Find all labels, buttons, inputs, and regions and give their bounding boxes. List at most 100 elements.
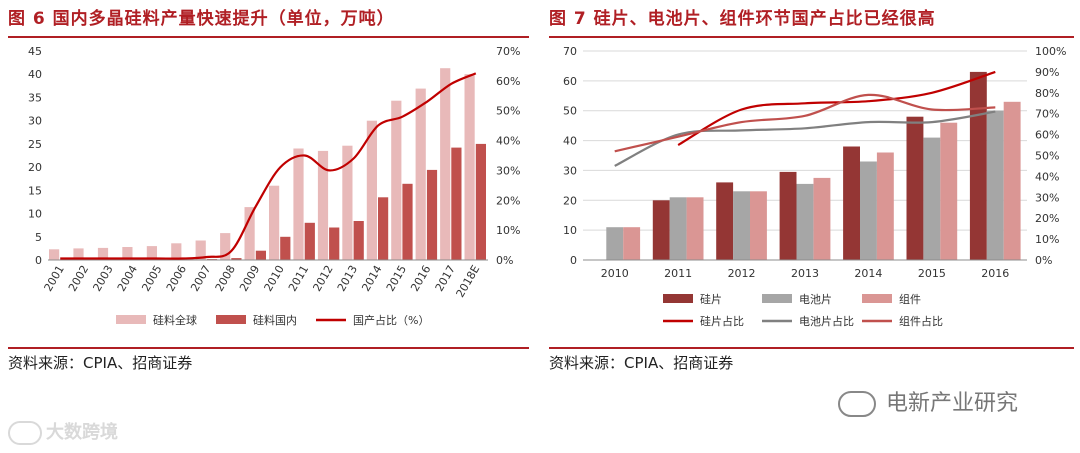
x-tick-label: 2001: [42, 263, 67, 294]
bar-硅片: [906, 116, 924, 260]
bar-组件: [686, 197, 704, 260]
y2-tick-label: 0%: [496, 254, 513, 267]
y-tick-label: 10: [563, 224, 577, 237]
bar-硅料全球: [73, 248, 84, 260]
bar-电池片: [860, 161, 877, 260]
legend-label: 国产占比（%）: [353, 313, 429, 327]
y2-tick-label: 30%: [1035, 191, 1059, 204]
x-tick-label: 2016: [408, 263, 433, 294]
x-tick-label: 2005: [139, 263, 164, 294]
legend-swatch-硅料国内: [216, 315, 246, 324]
y-tick-label: 60: [563, 75, 577, 88]
x-tick-label: 2015: [918, 267, 946, 280]
legend-label: 电池片: [799, 293, 832, 306]
source-right: 资料来源：CPIA、招商证券: [549, 354, 734, 372]
y-tick-label: 15: [28, 184, 42, 197]
legend-swatch-电池片: [762, 294, 792, 303]
watermark-right: 电新产业研究: [838, 388, 1018, 420]
x-tick-label: 2018E: [454, 263, 483, 300]
y2-tick-label: 20%: [1035, 212, 1059, 225]
bar-硅料全球: [220, 233, 231, 260]
bar-电池片: [669, 197, 687, 260]
y2-tick-label: 30%: [496, 164, 520, 177]
bar-硅料全球: [317, 150, 329, 260]
bar-硅料国内: [304, 222, 315, 260]
y-tick-label: 20: [563, 194, 577, 207]
legend-label: 硅料国内: [253, 313, 297, 327]
source-rule-right: [549, 347, 1074, 349]
y2-tick-label: 40%: [1035, 170, 1059, 183]
x-tick-label: 2012: [310, 263, 335, 294]
y-tick-label: 70: [563, 45, 577, 58]
x-tick-label: 2013: [335, 263, 360, 294]
x-tick-label: 2012: [728, 267, 756, 280]
bar-组件: [623, 227, 641, 260]
bar-硅料全球: [97, 247, 109, 260]
y2-tick-label: 70%: [496, 45, 520, 58]
bar-电池片: [733, 191, 750, 260]
chart-title-right: 图 7 硅片、电池片、组件环节国产占比已经很高: [549, 9, 936, 29]
bar-电池片: [606, 227, 624, 260]
y2-tick-label: 70%: [1035, 108, 1059, 121]
series-line-国产占比（%）: [60, 72, 477, 260]
y-tick-label: 20: [28, 161, 42, 174]
x-tick-label: 2010: [262, 263, 287, 294]
bar-硅料国内: [402, 183, 413, 260]
y2-tick-label: 0%: [1035, 254, 1052, 267]
y-tick-label: 30: [563, 164, 577, 177]
title-rule-left: [8, 36, 529, 38]
y-tick-label: 50: [563, 105, 577, 118]
legend-label: 硅料全球: [153, 313, 197, 327]
y-tick-label: 25: [28, 138, 42, 151]
bar-组件: [876, 152, 894, 260]
source-left: 资料来源：CPIA、招商证券: [8, 354, 193, 372]
bar-硅料全球: [122, 247, 133, 260]
bar-电池片: [796, 183, 814, 260]
bar-硅料国内: [255, 250, 266, 260]
bar-硅料全球: [415, 88, 426, 260]
bar-硅料国内: [280, 236, 291, 260]
x-tick-label: 2015: [384, 263, 409, 294]
watermark-left: 大数跨境: [8, 421, 118, 445]
y2-tick-label: 100%: [1035, 45, 1066, 58]
bar-硅料全球: [269, 185, 280, 260]
x-tick-label: 2004: [115, 263, 140, 294]
y-tick-label: 5: [35, 231, 42, 244]
bar-组件: [813, 177, 831, 260]
bar-硅料国内: [353, 221, 364, 260]
bar-硅料全球: [171, 243, 182, 260]
bar-硅料国内: [231, 258, 242, 260]
bar-组件: [940, 122, 958, 260]
bar-硅料全球: [342, 145, 353, 260]
bar-硅料全球: [391, 100, 402, 260]
y2-tick-label: 60%: [1035, 129, 1059, 142]
chat-bubble-icon: [8, 421, 42, 445]
bar-硅料全球: [146, 246, 157, 260]
chart-panel-left: 图 6 国内多晶硅料产量快速提升（单位，万吨） 0 5 10 15 20 25 30 35 40…: [8, 0, 529, 380]
y-tick-label: 10: [28, 208, 42, 221]
bar-硅片: [716, 182, 734, 260]
bar-组件: [750, 191, 767, 260]
chart-left: 0 5 10 15 20 25 30 35 40 45 0% 10% 20% 30% 40% 50% 60% 70…: [28, 45, 520, 327]
legend-label: 组件占比: [899, 314, 943, 328]
y2-tick-label: 50%: [1035, 150, 1059, 163]
y-tick-label: 35: [28, 91, 42, 104]
bar-硅片: [652, 200, 670, 260]
chart-panel-right: 图 7 硅片、电池片、组件环节国产占比已经很高 0 10 20 30 40 50 60 70 0…: [549, 0, 1074, 380]
x-tick-label: 2002: [66, 263, 91, 294]
legend-swatch-硅料全球: [116, 315, 146, 324]
x-tick-label: 2011: [664, 267, 692, 280]
legend-label: 硅片: [700, 293, 722, 306]
bar-硅料全球: [195, 240, 206, 260]
bar-硅料国内: [329, 227, 340, 260]
watermark-right-text: 电新产业研究: [886, 391, 1019, 416]
x-tick-label: 2006: [164, 263, 189, 294]
x-tick-label: 2013: [791, 267, 819, 280]
legend-swatch-硅片: [663, 294, 693, 303]
bar-组件: [1003, 101, 1021, 260]
y-tick-label: 40: [563, 135, 577, 148]
bar-硅料全球: [293, 148, 304, 260]
x-tick-label: 2010: [601, 267, 629, 280]
series-line-电池片占比: [614, 110, 996, 167]
y2-tick-label: 90%: [1035, 66, 1059, 79]
